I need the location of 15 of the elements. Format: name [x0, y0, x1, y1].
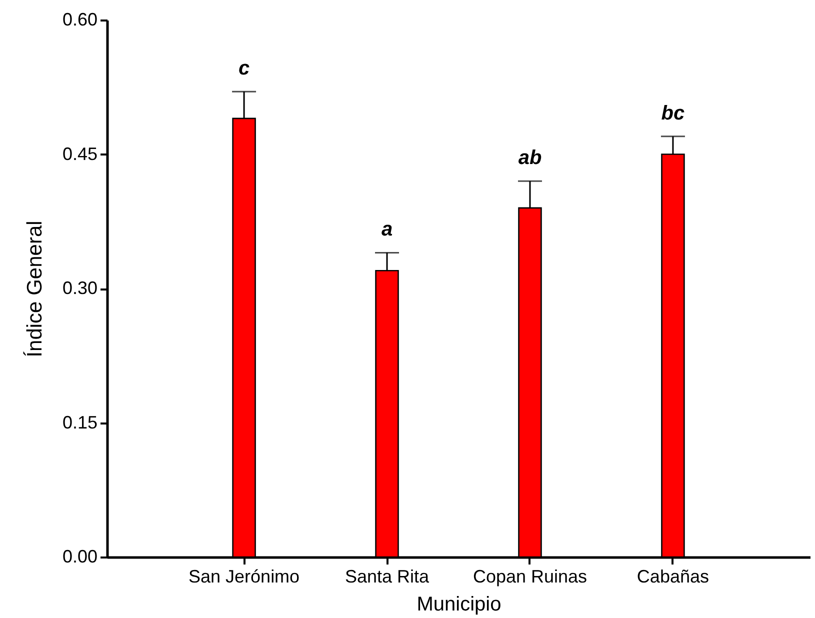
x-tick-label: Santa Rita [344, 566, 430, 586]
y-tick-label: 0.45 [62, 144, 98, 164]
annotation: ab [518, 147, 542, 170]
x-tick-label: Copan Ruinas [472, 566, 588, 586]
y-tick-label: 0.00 [62, 546, 98, 566]
y-tick-label: 0.30 [62, 278, 98, 298]
y-tick-label: 0.60 [62, 10, 98, 30]
y-tick-label: 0.15 [62, 412, 98, 432]
x-tick-label: Cabañas [636, 566, 709, 586]
x-tick-label: San Jerónimo [188, 566, 300, 586]
y-axis-title: Índice General [22, 220, 46, 358]
x-axis-title: Municipio [416, 594, 502, 616]
annotation: bc [661, 102, 685, 124]
annotation: a [381, 218, 393, 241]
annotation: c [238, 58, 250, 80]
